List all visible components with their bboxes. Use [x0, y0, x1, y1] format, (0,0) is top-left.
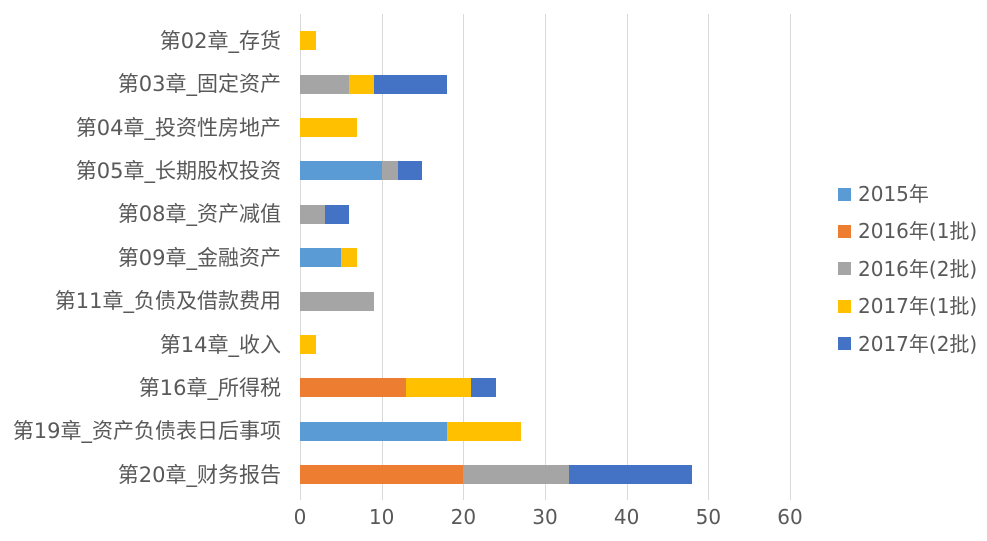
bar-segment: [324, 204, 349, 224]
gridline: [463, 14, 465, 500]
bar-segment: [349, 74, 374, 94]
legend-label: 2017年(2批): [858, 331, 978, 356]
bar-segment: [300, 335, 317, 354]
legend-swatch: [838, 262, 851, 276]
category-label: 第08章_资产减值: [117, 202, 281, 227]
legend-item: 2017年(1批): [838, 295, 977, 317]
x-axis-tick-label: 60: [777, 505, 803, 529]
gridline: [381, 14, 383, 500]
x-axis-tick-label: 50: [695, 505, 722, 529]
gridline: [545, 14, 546, 500]
bar-segment: [300, 31, 317, 51]
legend-swatch: [838, 299, 851, 313]
legend-swatch: [838, 337, 851, 351]
legend-label: 2016年(2批): [858, 256, 978, 281]
bar-segment: [300, 421, 447, 441]
gridline: [708, 14, 710, 500]
bar-row: [300, 465, 692, 485]
category-label: 第14章_收入: [159, 332, 281, 357]
x-axis-tick-label: 0: [293, 505, 307, 529]
bar-row: [300, 291, 374, 311]
bar-segment: [447, 421, 521, 441]
gridline: [790, 14, 791, 500]
legend-label: 2015年: [858, 182, 929, 206]
category-label: 第19章_资产负债表日后事项: [12, 419, 281, 444]
legend-swatch: [838, 224, 851, 238]
legend-item: 2017年(2批): [838, 333, 977, 355]
bar-segment: [381, 161, 398, 181]
category-label: 第05章_长期股权投资: [75, 158, 281, 183]
bar-row: [300, 118, 358, 137]
bar-row: [300, 248, 358, 268]
bar-segment: [397, 161, 423, 181]
category-label: 第11章_负债及借款费用: [54, 289, 281, 314]
gridline: [626, 14, 628, 500]
bar-segment: [300, 204, 325, 224]
bar-segment: [300, 378, 407, 398]
legend-swatch: [838, 187, 851, 201]
bar-row: [300, 204, 349, 224]
category-label: 第02章_存货: [159, 28, 281, 53]
x-axis-tick-label: 40: [613, 505, 640, 529]
category-label: 第04章_投资性房地产: [75, 115, 281, 140]
x-axis-tick-label: 20: [450, 505, 477, 529]
bar-segment: [569, 465, 692, 485]
bar-row: [300, 378, 496, 398]
legend-item: 2016年(2批): [838, 258, 977, 280]
legend-item: 2016年(1批): [838, 220, 977, 242]
bar-segment: [471, 378, 496, 398]
x-axis-tick-label: 10: [368, 505, 395, 529]
bar-segment: [373, 74, 447, 94]
bar-row: [300, 31, 317, 51]
bar-segment: [300, 118, 358, 137]
x-axis-tick-label: 30: [532, 505, 558, 529]
bar-row: [300, 74, 447, 94]
bar-segment: [406, 378, 472, 398]
bar-segment: [300, 161, 382, 181]
bar-segment: [300, 248, 341, 268]
bar-segment: [300, 465, 464, 485]
category-label: 第09章_金融资产: [117, 245, 281, 270]
bar-row: [300, 421, 521, 441]
legend-label: 2017年(1批): [858, 294, 978, 319]
bar-row: [300, 335, 317, 354]
legend-item: 2015年: [838, 183, 929, 205]
bar-segment: [300, 74, 349, 94]
category-label: 第16章_所得税: [138, 375, 281, 400]
bar-segment: [463, 465, 570, 485]
bar-row: [300, 161, 423, 181]
legend-label: 2016年(1批): [858, 219, 978, 244]
category-label: 第20章_财务报告: [117, 462, 281, 487]
bar-segment: [300, 291, 374, 311]
bar-segment: [340, 248, 358, 268]
category-label: 第03章_固定资产: [117, 72, 281, 97]
